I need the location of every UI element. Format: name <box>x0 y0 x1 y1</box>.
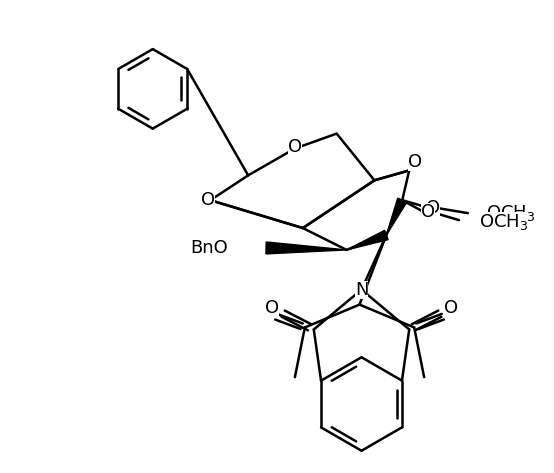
Text: O: O <box>444 298 458 316</box>
Polygon shape <box>386 198 407 235</box>
Text: N: N <box>355 280 368 298</box>
Text: OCH$_3$: OCH$_3$ <box>486 203 535 223</box>
Text: O: O <box>288 138 302 156</box>
Text: O: O <box>408 153 422 171</box>
Polygon shape <box>266 242 347 254</box>
Text: OCH$_3$: OCH$_3$ <box>479 212 528 232</box>
Text: O: O <box>265 298 279 316</box>
Text: O: O <box>421 203 435 221</box>
Text: BnO: BnO <box>191 239 228 257</box>
Text: O: O <box>426 199 440 217</box>
Polygon shape <box>347 230 388 250</box>
Text: O: O <box>201 191 216 209</box>
